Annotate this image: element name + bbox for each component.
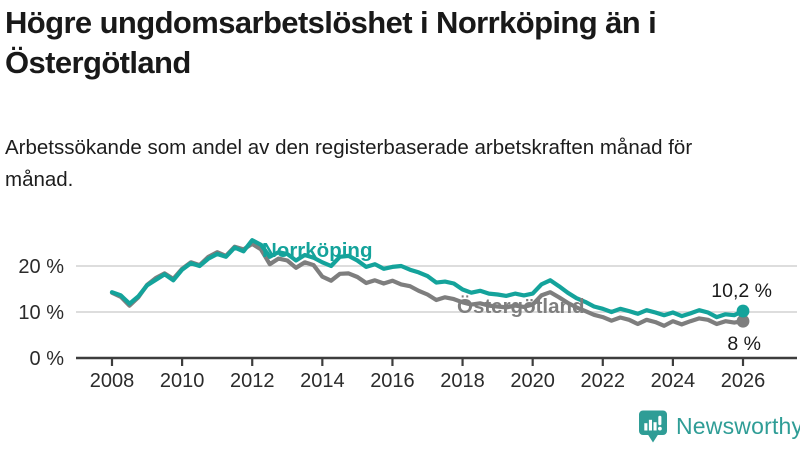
x-tick-label: 2012 <box>230 370 275 392</box>
series-label-1: Östergötland <box>457 295 585 318</box>
x-tick-label: 2022 <box>581 370 626 392</box>
series-line-1 <box>109 241 746 328</box>
branding: Newsworthy <box>638 407 800 445</box>
end-dot-1 <box>736 314 750 328</box>
x-tick-label: 2024 <box>651 370 696 392</box>
x-tick-label: 2014 <box>300 370 345 392</box>
newsworthy-logo-icon <box>639 410 667 442</box>
y-tick-label: 10 % <box>18 302 64 324</box>
newsworthy-wordmark: Newsworthy <box>676 412 800 439</box>
page-title: Högre ungdomsarbetslöshet i Norrköping ä… <box>5 5 657 80</box>
series-line-0 <box>109 238 746 320</box>
end-value-label-0: 10,2 % <box>711 280 772 302</box>
end-value-label-1: 8 % <box>727 333 761 355</box>
x-tick-label: 2010 <box>160 370 205 392</box>
y-tick-label: 0 % <box>30 348 65 370</box>
x-tick-label: 2008 <box>90 370 135 392</box>
x-tick-label: 2026 <box>721 370 766 392</box>
y-tick-label: 20 % <box>18 256 64 278</box>
end-dot-0 <box>736 304 750 318</box>
x-tick-label: 2020 <box>510 370 555 392</box>
series-label-0: Norrköping <box>262 239 372 262</box>
x-tick-label: 2016 <box>370 370 415 392</box>
chart-subtitle: Arbetssökande som andel av den registerb… <box>5 136 693 191</box>
x-tick-label: 2018 <box>440 370 485 392</box>
